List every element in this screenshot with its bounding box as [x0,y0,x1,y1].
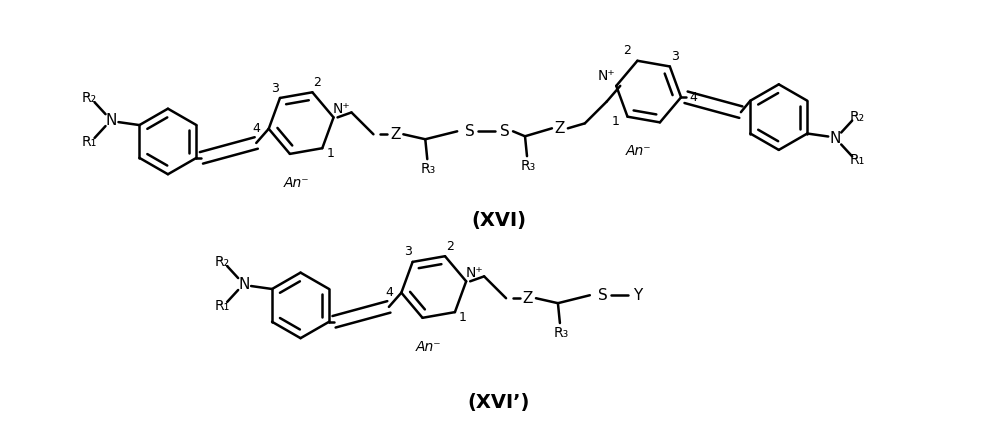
Text: 3: 3 [404,245,412,259]
Text: Z: Z [522,291,533,306]
Text: R₁: R₁ [215,299,230,313]
Text: 1: 1 [611,115,619,128]
Text: R₃: R₃ [421,162,436,176]
Text: 2: 2 [314,76,322,89]
Text: N⁺: N⁺ [333,102,351,116]
Text: 4: 4 [386,286,394,299]
Text: An⁻: An⁻ [284,176,309,190]
Text: 1: 1 [327,147,335,160]
Text: R₂: R₂ [82,91,97,105]
Text: (XVI’): (XVI’) [468,393,530,412]
Text: 2: 2 [447,240,454,253]
Text: 4: 4 [689,91,697,104]
Text: 2: 2 [623,44,631,58]
Text: R₃: R₃ [520,159,535,173]
Text: R₁: R₁ [82,135,97,149]
Text: N: N [239,276,250,291]
Text: N⁺: N⁺ [597,69,615,83]
Text: S: S [500,124,509,139]
Text: R₃: R₃ [553,326,568,340]
Text: N: N [106,112,117,128]
Text: N: N [829,131,841,146]
Text: R₁: R₁ [849,153,865,167]
Text: (XVI): (XVI) [472,211,526,230]
Text: 3: 3 [271,81,279,95]
Text: 4: 4 [253,122,261,135]
Text: 3: 3 [671,50,678,63]
Text: Z: Z [391,127,401,142]
Text: R₂: R₂ [849,109,865,124]
Text: Z: Z [554,121,565,136]
Text: S: S [598,288,607,303]
Text: N⁺: N⁺ [466,266,483,280]
Text: An⁻: An⁻ [416,340,442,354]
Text: S: S [466,124,476,139]
Text: 1: 1 [459,311,467,324]
Text: R₂: R₂ [215,255,230,269]
Text: Y: Y [633,288,642,303]
Text: An⁻: An⁻ [626,144,651,158]
